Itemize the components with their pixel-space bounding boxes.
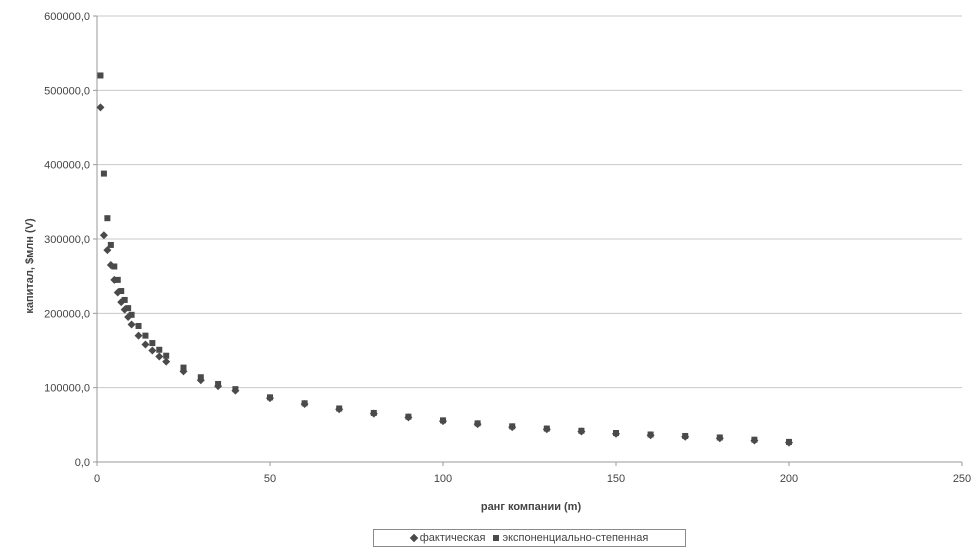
point-model xyxy=(613,430,619,437)
point-model xyxy=(474,420,481,427)
y-axis-label: капитал, $млн (V) xyxy=(24,218,36,314)
x-tick-label: 150 xyxy=(607,473,625,485)
point-model xyxy=(232,386,239,393)
point-model xyxy=(163,352,170,359)
point-model xyxy=(440,417,446,424)
point-model xyxy=(107,241,114,248)
y-tick-label: 600000,0 xyxy=(44,11,90,23)
point-model xyxy=(180,364,187,371)
point-model xyxy=(135,322,142,329)
point-model xyxy=(118,288,125,295)
y-tick-label: 400000,0 xyxy=(44,160,90,172)
point-actual xyxy=(155,352,164,361)
point-model xyxy=(405,413,412,420)
point-actual xyxy=(127,320,136,329)
point-model xyxy=(716,434,723,441)
point-model xyxy=(543,425,550,432)
diamond-marker-icon xyxy=(409,533,418,543)
x-axis-ticks: 0 50 100 150 200 250 xyxy=(94,462,971,485)
square-marker-icon xyxy=(493,535,500,541)
point-model xyxy=(301,400,308,407)
data-points xyxy=(96,72,793,447)
point-model xyxy=(751,436,758,443)
point-actual xyxy=(162,357,171,366)
point-model xyxy=(128,311,135,318)
point-model xyxy=(121,296,128,303)
point-model xyxy=(100,170,107,177)
point-actual xyxy=(103,246,112,255)
x-tick-label: 100 xyxy=(434,473,452,485)
point-model xyxy=(142,332,149,339)
point-model xyxy=(215,380,222,387)
point-actual xyxy=(148,346,157,355)
point-actual xyxy=(134,331,143,340)
point-model xyxy=(114,276,121,283)
point-model xyxy=(149,340,156,347)
x-axis-label: ранг компании (m) xyxy=(481,501,582,513)
legend-label-model: экспоненциально-степенная xyxy=(502,532,649,544)
point-model xyxy=(104,215,111,222)
y-tick-label: 100000,0 xyxy=(44,383,90,395)
point-model xyxy=(786,438,792,445)
point-model xyxy=(682,432,689,439)
point-model xyxy=(267,394,273,401)
point-model xyxy=(156,346,163,353)
gridlines xyxy=(97,15,962,389)
point-model xyxy=(509,423,516,430)
y-tick-label: 300000,0 xyxy=(44,234,90,246)
point-model xyxy=(336,405,343,412)
legend-item-actual: фактическая xyxy=(409,532,486,544)
point-model xyxy=(111,263,118,270)
legend: фактическая экспоненциально-степенная xyxy=(373,529,686,547)
y-tick-label: 200000,0 xyxy=(44,308,90,320)
y-tick-label: 500000,0 xyxy=(44,85,90,97)
y-tick-label: 0,0 xyxy=(75,457,90,469)
legend-item-model: экспоненциально-степенная xyxy=(493,532,648,544)
point-model xyxy=(125,305,132,312)
point-actual xyxy=(141,340,150,349)
point-actual xyxy=(96,103,105,112)
point-model xyxy=(97,72,104,79)
point-actual xyxy=(99,231,108,240)
y-axis-ticks: 0,0 100000,0 200000,0 300000,0 400000,0 50000… xyxy=(44,11,97,469)
point-model xyxy=(370,409,377,416)
x-tick-label: 200 xyxy=(780,473,798,485)
point-model xyxy=(647,431,654,438)
x-tick-label: 0 xyxy=(94,473,100,485)
legend-label-actual: фактическая xyxy=(419,532,486,544)
point-model xyxy=(578,427,585,434)
x-tick-label: 250 xyxy=(953,473,971,485)
point-model xyxy=(197,374,204,381)
x-tick-label: 50 xyxy=(264,473,276,485)
